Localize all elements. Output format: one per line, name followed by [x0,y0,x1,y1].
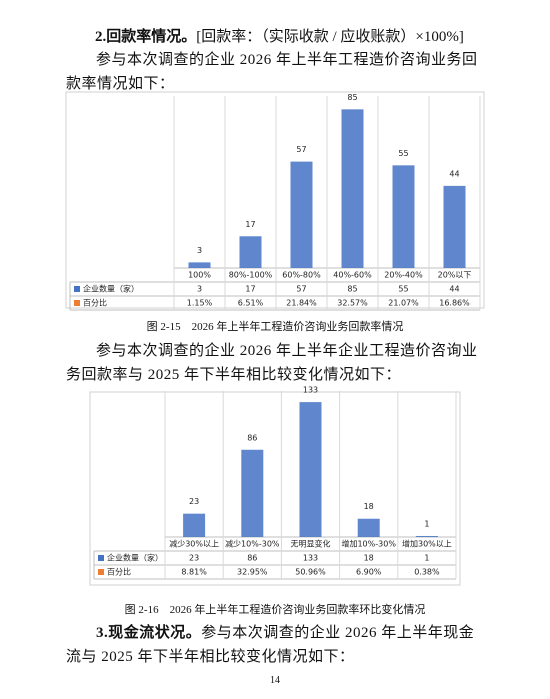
chart-frame [65,91,485,309]
bar [188,262,211,268]
table-cell: 32.57% [337,299,368,308]
bar [415,535,438,537]
bar [239,236,262,268]
data-label: 133 [303,386,318,395]
bar [341,109,364,268]
category-label: 减少10%-30% [225,539,280,549]
table-cell: 55 [398,285,408,294]
table-cell: 23 [189,554,199,563]
bar [392,165,415,268]
heading: 2.回款率情况。 [95,29,197,45]
data-label: 23 [189,497,199,506]
table-cell: 32.95% [237,568,268,577]
heading-line: 2.回款率情况。[回款率：（实际收款 / 应收账款）×100%] [95,25,464,49]
category-label: 80%-100% [229,271,273,280]
table-cell: 21.07% [388,299,419,308]
category-label: 减少30%以上 [169,539,219,549]
category-label: 无明显变化 [291,539,331,549]
legend-swatch [98,555,104,561]
category-label: 增加10%-30% [341,539,396,549]
table-cell: 50.96% [295,568,326,577]
data-label: 86 [247,433,257,442]
data-label: 85 [347,93,357,102]
table-cell: 16.86% [439,299,470,308]
table-cell: 133 [303,554,318,563]
bar [299,402,322,537]
table-cell: 85 [347,285,357,294]
legend-label: 百分比 [83,298,107,308]
legend-swatch [74,286,80,292]
legend-label: 企业数量（家） [107,553,163,563]
table-cell: 44 [449,285,459,294]
category-label: 增加30%以上 [402,539,452,549]
category-label: 20%以下 [438,271,472,280]
paragraph: 参与本次调查的企业 2026 年上半年工程造价咨询业务回款率情况如下： [66,52,478,92]
chart-frame [89,391,461,586]
heading: 3.现金流状况。 [96,625,202,641]
bar [443,185,466,268]
heading-note: [回款率：（实际收款 / 应收账款）×100%] [196,29,464,45]
table-cell: 1.15% [187,299,213,308]
table-cell: 0.38% [414,568,440,577]
bar [241,449,264,537]
data-label: 44 [449,169,459,178]
legend-label: 百分比 [107,567,131,577]
table-cell: 57 [296,285,306,294]
data-label: 57 [296,145,306,154]
category-label: 20%-40% [384,271,423,280]
data-label: 3 [197,246,202,255]
table-cell: 18 [364,554,374,563]
table-cell: 21.84% [286,299,317,308]
category-label: 100% [188,271,211,280]
data-label: 1 [424,519,429,528]
caption: 图 2-16 2026 年上半年工程造价咨询业务回款率环比变化情况 [124,604,426,616]
bar [183,513,206,537]
data-label: 18 [364,502,374,511]
table-cell: 17 [245,285,255,294]
table-cell: 86 [247,554,257,563]
table-cell: 3 [197,285,202,294]
category-label: 60%-80% [282,271,321,280]
page-number: 14 [270,675,280,686]
category-label: 40%-60% [333,271,372,280]
legend-swatch [98,569,104,575]
data-label: 17 [245,220,255,229]
table-cell: 6.90% [356,568,382,577]
legend-swatch [74,300,80,306]
table-cell: 1 [424,554,429,563]
table-cell: 8.81% [181,568,207,577]
bar [290,161,313,268]
bar [357,518,380,537]
paragraph: 参与本次调查的企业 2026 年上半年企业工程造价咨询业务回款率与 2025 年… [66,343,478,383]
caption: 图 2-15 2026 年上半年工程造价咨询业务回款率情况 [146,321,404,333]
paragraph-text: 参与本次调查的企业 2026 年上半年现金流与 2025 年下半年相比较变化情况… [66,625,475,665]
paragraph: 3.现金流状况。参与本次调查的企业 2026 年上半年现金流与 2025 年下半… [66,621,488,669]
data-label: 55 [398,149,408,158]
table-cell: 6.51% [238,299,264,308]
legend-label: 企业数量（家） [83,284,139,294]
